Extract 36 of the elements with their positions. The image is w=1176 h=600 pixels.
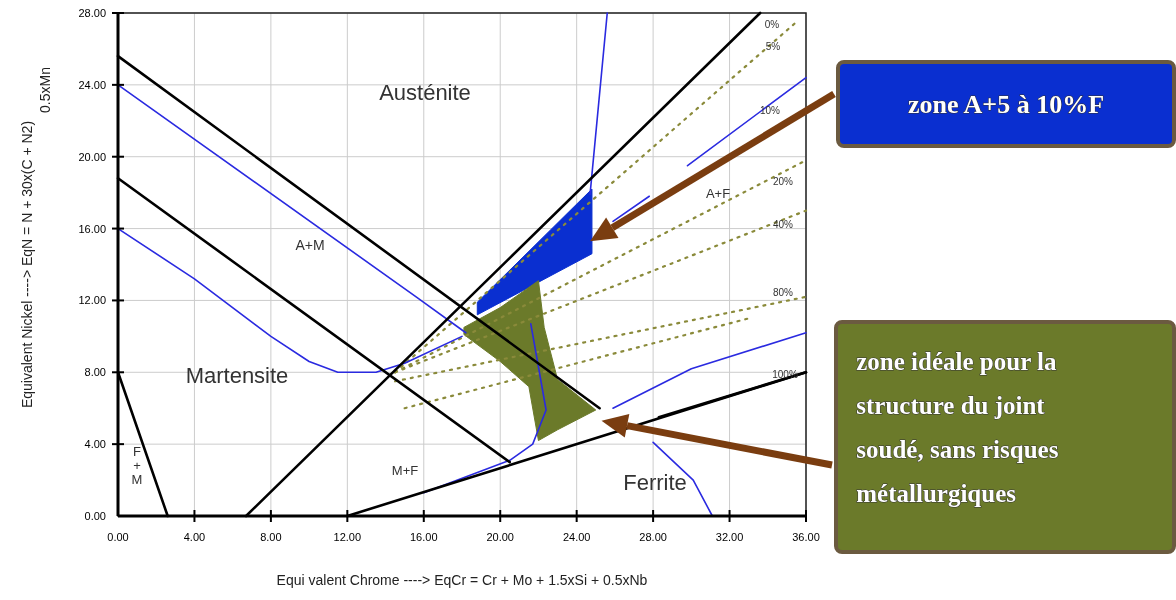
y-tick-label: 20.00: [78, 150, 106, 163]
annotation: A+F: [705, 186, 731, 201]
annotation: 20%: [772, 176, 794, 187]
y-tick-label: 24.00: [78, 78, 106, 91]
annotation: 40%: [772, 219, 794, 230]
annotation: 0%: [764, 19, 780, 30]
y-axis-title: Equivalent Nickel ----> EqN = N + 30x(C + N2) 0.5xMn: [19, 67, 53, 409]
text: zone A+5 à 10%F: [907, 90, 1105, 120]
y-tick-label: 0.00: [84, 510, 106, 522]
annotation: Austénite: [379, 80, 471, 105]
annotation: Ferrite: [623, 470, 687, 495]
x-tick-label: 36.00: [792, 531, 820, 543]
y-tick-label: 4.00: [84, 438, 106, 451]
x-tick-label: 16.00: [410, 531, 438, 543]
annotation: 80%: [772, 287, 794, 298]
x-tick-label: 28.00: [639, 531, 667, 543]
y-tick-label: 8.00: [84, 366, 106, 379]
text: zone idéale pour la structure du joint soudé, sans risques métallurgiques: [856, 348, 1059, 507]
x-tick-label: 20.00: [486, 531, 514, 543]
y-tick-label: 16.00: [78, 222, 106, 235]
annotation: F + M: [131, 443, 143, 488]
annotation: 5%: [765, 41, 781, 52]
y-tick-label: 28.00: [78, 7, 106, 19]
annotation: Martensite: [185, 363, 289, 388]
x-tick-label: 24.00: [562, 531, 591, 543]
annotation: 100%: [772, 369, 798, 380]
annotation: A+M: [295, 237, 325, 253]
x-tick-label: 12.00: [333, 531, 362, 543]
x-tick-label: 4.00: [183, 531, 206, 543]
x-tick-label: 8.00: [260, 531, 282, 543]
y-tick-label: 12.00: [78, 294, 106, 307]
x-tick-label: 32.00: [715, 531, 744, 543]
annotation: M+F: [391, 463, 419, 478]
x-tick-label: 0.00: [107, 531, 129, 543]
x-axis-title: Equi valent Chrome ----> EqCr = Cr + Mo + 1.5xSi + 0.5xNb: [276, 572, 648, 588]
annotation: 10%: [759, 105, 781, 116]
